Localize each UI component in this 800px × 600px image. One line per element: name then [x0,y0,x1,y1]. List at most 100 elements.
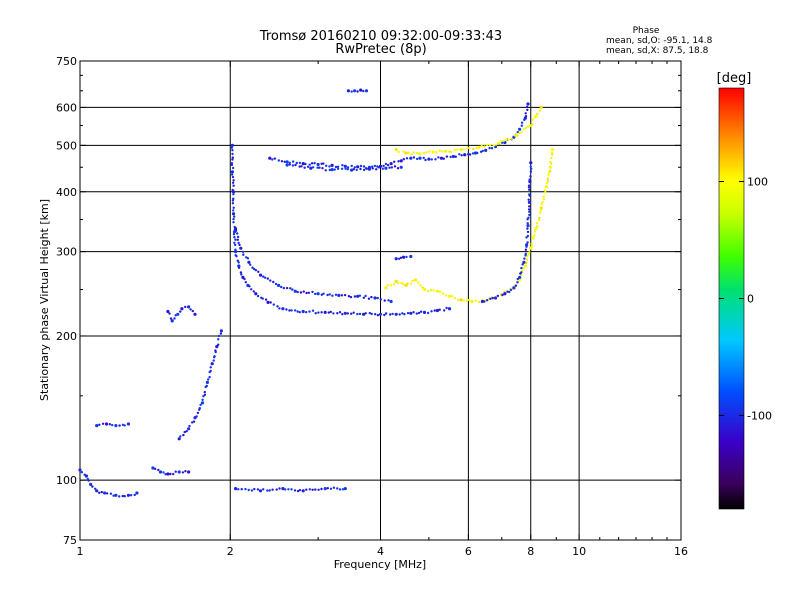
data-point [166,309,170,314]
data-point [172,472,175,476]
data-point [462,148,465,151]
data-point [291,288,294,291]
data-point [176,312,180,316]
data-point [296,290,299,294]
data-point [426,290,430,293]
data-point [387,299,390,302]
data-point [210,362,214,366]
data-point [87,479,90,482]
data-point [269,279,272,282]
data-point [473,151,478,155]
data-point [202,395,205,398]
data-point [486,143,489,147]
data-point [410,153,413,156]
data-point [449,155,452,159]
data-point [412,156,416,159]
data-point [288,163,291,166]
data-point [533,230,537,233]
data-point [478,300,481,304]
data-point [474,299,477,302]
data-point [468,147,471,150]
data-point [268,156,272,160]
data-point [341,164,344,167]
data-point [516,130,519,134]
data-point [191,309,194,313]
data-point [493,296,498,300]
data-point [537,218,541,222]
data-point [405,255,408,259]
data-point [154,467,157,471]
data-point [235,255,238,258]
data-point [527,125,530,128]
data-point [306,165,310,168]
data-point [187,305,191,309]
chart-title-line1: Tromsø 20160210 09:32:00-09:33:43 [259,29,502,44]
data-point [135,491,139,495]
data-point [529,170,533,173]
data-point [157,468,160,472]
data-point [394,279,398,283]
data-point [281,487,285,491]
data-point [506,290,509,293]
data-point [341,488,345,491]
data-point [550,151,554,154]
data-point [393,160,396,163]
y-tick-label: 300 [56,246,77,259]
data-point [177,437,181,441]
data-point [298,488,302,492]
data-point [307,291,311,294]
data-points [78,88,555,498]
data-point [316,162,320,167]
data-point [526,241,529,244]
data-point [391,312,394,316]
data-point [350,164,353,168]
data-point [234,227,238,231]
data-point [187,470,191,474]
data-point [526,255,529,258]
x-tick-label: 16 [674,545,688,558]
data-point [321,167,324,170]
data-point [356,294,360,298]
data-point [468,298,471,302]
data-point [402,158,405,161]
data-point [356,312,359,316]
data-point [527,184,531,187]
data-point [298,161,302,165]
data-point [426,311,430,315]
data-point [333,168,336,171]
data-point [409,311,413,315]
data-point [393,165,397,168]
data-point [252,290,255,293]
data-point [477,145,481,149]
data-point [316,166,319,169]
data-point [169,472,172,476]
data-point [392,283,396,286]
data-point [512,286,516,290]
data-point [411,279,414,282]
data-point [520,266,523,270]
data-point [389,162,393,166]
data-point [247,488,250,492]
data-point [520,121,524,124]
data-point [237,261,240,264]
data-point [181,471,185,474]
data-point [535,222,539,225]
data-point [170,319,174,323]
data-point [483,145,486,148]
data-point [418,152,422,156]
data-point [174,470,177,473]
data-point [241,250,245,254]
x-tick-label: 6 [465,545,472,558]
data-point [340,294,344,297]
data-point [248,285,251,288]
data-point [396,167,400,170]
data-point [182,433,185,437]
data-point [502,139,506,142]
data-point [430,158,433,161]
data-point [239,246,243,250]
data-point [522,128,525,131]
data-point [394,257,398,261]
data-point [282,286,285,290]
data-point [299,291,303,294]
data-point [231,199,235,202]
